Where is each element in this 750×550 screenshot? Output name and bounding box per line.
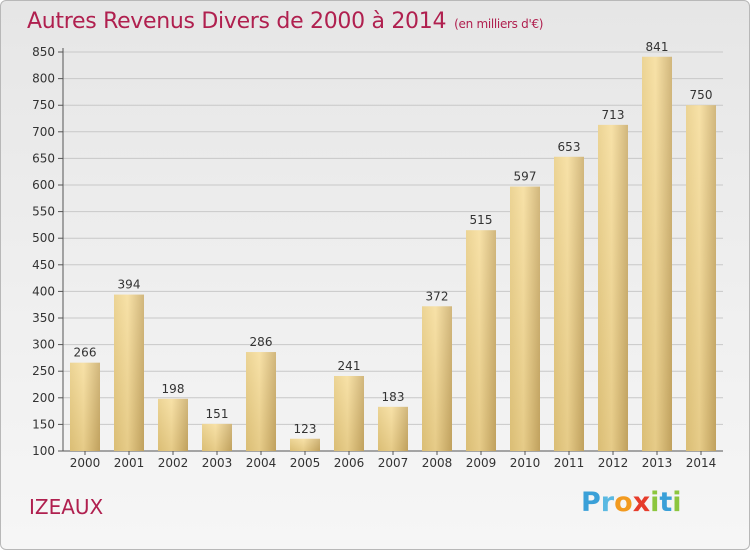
bar-shade (422, 306, 452, 451)
data-label: 183 (382, 390, 405, 404)
data-label: 372 (426, 289, 449, 303)
x-tick-label: 2002 (158, 456, 189, 470)
y-tick-label: 800 (32, 72, 55, 86)
bar-shade (686, 105, 716, 451)
bar-shade (202, 423, 232, 451)
x-tick-label: 2006 (334, 456, 365, 470)
data-label: 597 (514, 170, 537, 184)
data-label: 151 (206, 407, 229, 421)
bar-shade (378, 406, 408, 451)
logo-letter: t (659, 487, 673, 518)
label-layer: 266 394 198 151 286 123 241 183 372 515 597 653 713 8… (74, 40, 713, 436)
x-tick-label: 2012 (598, 456, 629, 470)
y-tick-label: 700 (32, 125, 55, 139)
logo-letter: P (581, 487, 601, 518)
bar-shade (598, 124, 628, 451)
data-label: 123 (294, 422, 317, 436)
y-tick-label: 600 (32, 178, 55, 192)
data-label: 653 (558, 140, 581, 154)
y-tick-label: 750 (32, 98, 55, 112)
bar-shade (246, 352, 276, 451)
x-tick-label: 2003 (202, 456, 233, 470)
y-tick-label: 250 (32, 364, 55, 378)
x-tick-label: 2008 (422, 456, 453, 470)
logo-letter: o (614, 487, 633, 518)
x-tick-label: 2013 (642, 456, 673, 470)
x-tick-label: 2011 (554, 456, 585, 470)
data-label: 198 (162, 382, 185, 396)
data-label: 750 (690, 88, 713, 102)
x-tick-label: 2010 (510, 456, 541, 470)
y-tick-label: 100 (32, 444, 55, 458)
y-tick-label: 450 (32, 258, 55, 272)
logo-letter: i (672, 487, 682, 518)
x-tick-label: 2009 (466, 456, 497, 470)
bar-shade (510, 186, 540, 451)
x-tick-label: 2014 (686, 456, 717, 470)
proxiti-logo: Proxiti (581, 487, 682, 518)
logo-letter: r (600, 487, 615, 518)
y-tick-label: 200 (32, 391, 55, 405)
x-tick-label: 2000 (70, 456, 101, 470)
chart-title-text: Autres Revenus Divers de 2000 à 2014 (27, 9, 447, 34)
data-label: 266 (74, 346, 97, 360)
data-label: 515 (470, 213, 493, 227)
y-tick-label: 500 (32, 231, 55, 245)
logo-letter: x (632, 487, 651, 518)
x-tick-label: 2004 (246, 456, 277, 470)
y-tick-label: 350 (32, 311, 55, 325)
bar-shade (554, 156, 584, 451)
y-tick-label: 650 (32, 151, 55, 165)
logo-letter: i (650, 487, 660, 518)
bar-shade (70, 362, 100, 451)
bar-shade (642, 56, 672, 452)
data-label: 394 (118, 278, 141, 292)
x-tick-label: 2005 (290, 456, 321, 470)
bar-shade (290, 438, 320, 451)
chart-title: Autres Revenus Divers de 2000 à 2014 (en … (27, 9, 543, 34)
chart-subtitle: (en milliers d'€) (454, 17, 544, 31)
y-tick-label: 400 (32, 284, 55, 298)
data-label: 286 (250, 335, 273, 349)
bar-shade (466, 230, 496, 451)
bar-shade (334, 375, 364, 451)
commune-name: IZEAUX (29, 495, 104, 519)
data-label: 241 (338, 359, 361, 373)
y-tick-label: 300 (32, 338, 55, 352)
data-label: 713 (602, 108, 625, 122)
y-tick-label: 850 (32, 45, 55, 59)
bar-shade (158, 398, 188, 451)
data-label: 841 (646, 40, 669, 54)
axis-layer: 100 150 200 250 300 350 400 450 500 550 600 650 700 7… (32, 45, 723, 470)
y-tick-label: 150 (32, 417, 55, 431)
bar-shade (114, 294, 144, 451)
x-tick-label: 2007 (378, 456, 409, 470)
y-tick-label: 550 (32, 205, 55, 219)
bar-layer (70, 56, 716, 452)
x-tick-label: 2001 (114, 456, 145, 470)
